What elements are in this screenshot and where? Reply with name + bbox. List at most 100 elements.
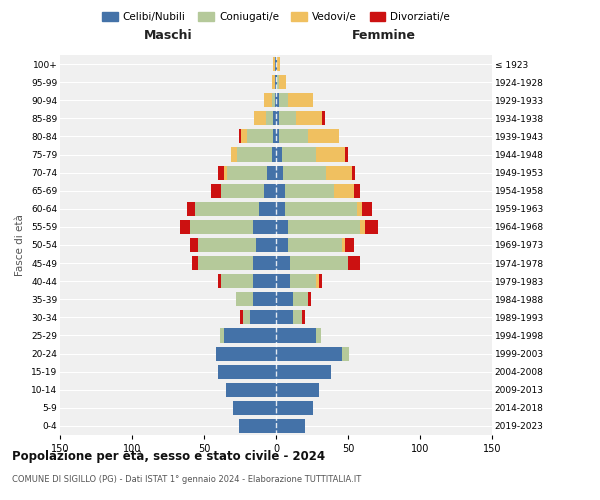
Legend: Celibi/Nubili, Coniugati/e, Vedovi/e, Divorziati/e: Celibi/Nubili, Coniugati/e, Vedovi/e, Di… xyxy=(98,8,454,26)
Bar xyxy=(220,328,224,342)
Bar xyxy=(276,364,331,378)
Bar xyxy=(287,93,313,108)
Bar xyxy=(345,238,354,252)
Bar xyxy=(273,57,275,71)
Bar xyxy=(277,57,280,71)
Bar xyxy=(293,292,308,306)
Bar xyxy=(316,274,319,288)
Bar xyxy=(279,75,286,89)
Bar xyxy=(239,130,241,143)
Bar xyxy=(196,202,259,216)
Bar xyxy=(352,166,355,179)
Bar xyxy=(276,292,293,306)
Text: COMUNE DI SIGILLO (PG) - Dati ISTAT 1° gennaio 2024 - Elaborazione TUTTITALIA.IT: COMUNE DI SIGILLO (PG) - Dati ISTAT 1° g… xyxy=(12,475,361,484)
Bar xyxy=(279,112,296,126)
Bar xyxy=(308,130,340,143)
Bar xyxy=(236,292,253,306)
Bar xyxy=(296,112,322,126)
Bar xyxy=(276,148,282,162)
Bar xyxy=(276,75,277,89)
Bar xyxy=(198,238,256,252)
Bar xyxy=(243,310,250,324)
Bar xyxy=(279,130,308,143)
Y-axis label: Fasce di età: Fasce di età xyxy=(16,214,25,276)
Bar xyxy=(240,310,243,324)
Bar xyxy=(239,419,276,433)
Bar xyxy=(276,310,293,324)
Bar xyxy=(362,202,373,216)
Bar xyxy=(287,220,359,234)
Bar xyxy=(302,310,305,324)
Bar xyxy=(326,166,352,179)
Bar xyxy=(241,130,247,143)
Bar xyxy=(266,112,273,126)
Bar xyxy=(365,220,378,234)
Bar xyxy=(190,220,253,234)
Text: Popolazione per età, sesso e stato civile - 2024: Popolazione per età, sesso e stato civil… xyxy=(12,450,325,463)
Bar xyxy=(273,112,276,126)
Bar xyxy=(272,75,275,89)
Bar xyxy=(247,130,273,143)
Bar xyxy=(233,401,276,415)
Bar xyxy=(256,238,276,252)
Bar xyxy=(224,328,276,342)
Bar xyxy=(348,256,359,270)
Bar xyxy=(287,238,342,252)
Bar xyxy=(279,93,287,108)
Bar xyxy=(187,202,196,216)
Bar xyxy=(334,184,354,198)
Bar xyxy=(276,112,279,126)
Text: Femmine: Femmine xyxy=(352,30,416,43)
Bar xyxy=(226,382,276,397)
Bar xyxy=(253,220,276,234)
Bar xyxy=(272,93,275,108)
Bar xyxy=(218,274,221,288)
Bar xyxy=(218,364,276,378)
Bar xyxy=(359,220,365,234)
Bar xyxy=(179,220,190,234)
Bar xyxy=(276,93,279,108)
Bar xyxy=(276,130,279,143)
Bar xyxy=(276,166,283,179)
Bar xyxy=(221,184,265,198)
Bar xyxy=(276,220,287,234)
Bar xyxy=(316,328,320,342)
Bar xyxy=(275,93,276,108)
Bar xyxy=(282,148,316,162)
Bar xyxy=(284,184,334,198)
Bar xyxy=(345,148,348,162)
Bar xyxy=(284,202,356,216)
Bar xyxy=(265,184,276,198)
Bar xyxy=(276,328,316,342)
Bar xyxy=(322,112,325,126)
Bar xyxy=(198,256,253,270)
Bar xyxy=(237,148,272,162)
Bar xyxy=(290,274,316,288)
Bar xyxy=(276,419,305,433)
Bar xyxy=(276,184,284,198)
Bar xyxy=(276,202,284,216)
Bar xyxy=(268,166,276,179)
Bar xyxy=(290,256,348,270)
Bar xyxy=(319,274,322,288)
Bar xyxy=(316,148,345,162)
Bar xyxy=(276,57,277,71)
Bar xyxy=(276,382,319,397)
Bar xyxy=(253,256,276,270)
Bar xyxy=(276,256,290,270)
Bar xyxy=(356,202,362,216)
Bar xyxy=(193,256,198,270)
Bar xyxy=(259,202,276,216)
Bar xyxy=(211,184,221,198)
Bar xyxy=(253,274,276,288)
Bar xyxy=(354,184,359,198)
Bar xyxy=(276,238,287,252)
Bar xyxy=(342,346,349,360)
Bar xyxy=(250,310,276,324)
Bar xyxy=(232,148,237,162)
Bar xyxy=(227,166,268,179)
Bar xyxy=(273,130,276,143)
Bar xyxy=(215,346,276,360)
Bar xyxy=(224,166,227,179)
Bar xyxy=(272,148,276,162)
